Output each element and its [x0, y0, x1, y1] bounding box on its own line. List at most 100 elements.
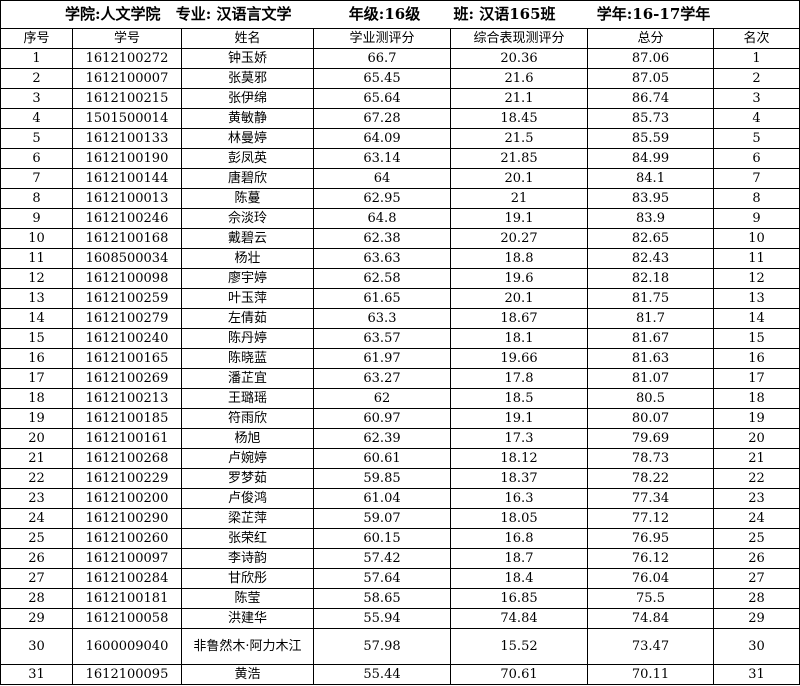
cell-academic-score: 64.8: [313, 208, 451, 229]
cell-total-score: 70.11: [587, 664, 714, 685]
cell-conduct-score: 15.52: [450, 628, 588, 665]
table-row: 23 1612100200 卢俊鸿 61.04 16.3 77.34 23: [0, 488, 800, 509]
cell-conduct-score: 16.85: [450, 588, 588, 609]
cell-rank: 7: [712, 168, 800, 189]
table-row: 1 1612100272 钟玉娇 66.7 20.36 87.06 1: [0, 48, 800, 69]
cell-conduct-score: 17.3: [450, 428, 588, 449]
cell-rank: 8: [712, 188, 800, 209]
cell-student-id: 1612100168: [72, 228, 182, 249]
cell-seq: 13: [0, 288, 73, 309]
table-row: 26 1612100097 李诗韵 57.42 18.7 76.12 26: [0, 548, 800, 569]
cell-name: 卢婉婷: [181, 448, 314, 469]
cell-student-id: 1612100269: [72, 368, 182, 389]
cell-conduct-score: 20.1: [450, 168, 588, 189]
cell-total-score: 77.12: [587, 508, 714, 529]
cell-conduct-score: 18.1: [450, 328, 588, 349]
cell-student-id: 1612100013: [72, 188, 182, 209]
cell-total-score: 84.1: [587, 168, 714, 189]
cell-conduct-score: 17.8: [450, 368, 588, 389]
header-row: 序号 学号 姓名 学业测评分 综合表现测评分 总分 名次: [0, 28, 800, 49]
cell-academic-score: 60.61: [313, 448, 451, 469]
cell-total-score: 80.07: [587, 408, 714, 429]
cell-conduct-score: 18.45: [450, 108, 588, 129]
cell-rank: 4: [712, 108, 800, 129]
cell-seq: 27: [0, 568, 73, 589]
cell-conduct-score: 18.4: [450, 568, 588, 589]
table-row: 14 1612100279 左倩茹 63.3 18.67 81.7 14: [0, 308, 800, 329]
cell-conduct-score: 21: [450, 188, 588, 209]
cell-conduct-score: 16.8: [450, 528, 588, 549]
table-row: 9 1612100246 佘淡玲 64.8 19.1 83.9 9: [0, 208, 800, 229]
cell-total-score: 82.43: [587, 248, 714, 269]
table-row: 3 1612100215 张伊绵 65.64 21.1 86.74 3: [0, 88, 800, 109]
cell-rank: 15: [712, 328, 800, 349]
cell-academic-score: 66.7: [313, 48, 451, 69]
cell-student-id: 1612100259: [72, 288, 182, 309]
cell-rank: 13: [712, 288, 800, 309]
cell-rank: 22: [712, 468, 800, 489]
cell-total-score: 83.95: [587, 188, 714, 209]
table-row: 24 1612100290 梁芷萍 59.07 18.05 77.12 24: [0, 508, 800, 529]
cell-conduct-score: 19.1: [450, 408, 588, 429]
cell-academic-score: 67.28: [313, 108, 451, 129]
cell-seq: 11: [0, 248, 73, 269]
cell-student-id: 1612100098: [72, 268, 182, 289]
cell-total-score: 86.74: [587, 88, 714, 109]
cell-total-score: 74.84: [587, 608, 714, 629]
cell-name: 钟玉娇: [181, 48, 314, 69]
cell-student-id: 1612100272: [72, 48, 182, 69]
cell-name: 陈蔓: [181, 188, 314, 209]
cell-total-score: 85.73: [587, 108, 714, 129]
cell-seq: 1: [0, 48, 73, 69]
cell-name: 叶玉萍: [181, 288, 314, 309]
cell-name: 陈丹婷: [181, 328, 314, 349]
cell-name: 李诗韵: [181, 548, 314, 569]
cell-seq: 29: [0, 608, 73, 629]
cell-seq: 21: [0, 448, 73, 469]
cell-rank: 25: [712, 528, 800, 549]
title-cell: 学院:人文学院 专业: 汉语言文学 年级:16级 班: 汉语165班 学年:16…: [0, 0, 800, 29]
cell-rank: 10: [712, 228, 800, 249]
cell-student-id: 1612100240: [72, 328, 182, 349]
cell-student-id: 1612100246: [72, 208, 182, 229]
cell-name: 张伊绵: [181, 88, 314, 109]
table-row: 25 1612100260 张荣红 60.15 16.8 76.95 25: [0, 528, 800, 549]
college-label: 学院:人文学院: [65, 5, 161, 23]
cell-seq: 19: [0, 408, 73, 429]
cell-rank: 31: [712, 664, 800, 685]
cell-rank: 24: [712, 508, 800, 529]
cell-rank: 17: [712, 368, 800, 389]
cell-name: 卢俊鸿: [181, 488, 314, 509]
table-row: 15 1612100240 陈丹婷 63.57 18.1 81.67 15: [0, 328, 800, 349]
cell-rank: 30: [712, 628, 800, 665]
cell-conduct-score: 19.6: [450, 268, 588, 289]
table-row: 11 1608500034 杨壮 63.63 18.8 82.43 11: [0, 248, 800, 269]
cell-conduct-score: 16.3: [450, 488, 588, 509]
cell-student-id: 1612100161: [72, 428, 182, 449]
major-label: 专业: 汉语言文学: [175, 5, 292, 23]
cell-total-score: 77.34: [587, 488, 714, 509]
cell-conduct-score: 20.27: [450, 228, 588, 249]
cell-academic-score: 61.65: [313, 288, 451, 309]
cell-rank: 12: [712, 268, 800, 289]
cell-seq: 5: [0, 128, 73, 149]
cell-academic-score: 65.45: [313, 68, 451, 89]
cell-seq: 15: [0, 328, 73, 349]
table-row: 22 1612100229 罗梦茹 59.85 18.37 78.22 22: [0, 468, 800, 489]
cell-total-score: 83.9: [587, 208, 714, 229]
table-row: 5 1612100133 林曼婷 64.09 21.5 85.59 5: [0, 128, 800, 149]
cell-student-id: 1612100190: [72, 148, 182, 169]
cell-student-id: 1612100181: [72, 588, 182, 609]
cell-rank: 11: [712, 248, 800, 269]
cell-name: 王璐瑶: [181, 388, 314, 409]
table-row: 17 1612100269 潘芷宜 63.27 17.8 81.07 17: [0, 368, 800, 389]
cell-conduct-score: 19.66: [450, 348, 588, 369]
cell-conduct-score: 70.61: [450, 664, 588, 685]
cell-name: 戴碧云: [181, 228, 314, 249]
cell-total-score: 85.59: [587, 128, 714, 149]
table-row: 13 1612100259 叶玉萍 61.65 20.1 81.75 13: [0, 288, 800, 309]
cell-student-id: 1612100290: [72, 508, 182, 529]
cell-conduct-score: 18.12: [450, 448, 588, 469]
cell-name: 佘淡玲: [181, 208, 314, 229]
cell-rank: 29: [712, 608, 800, 629]
